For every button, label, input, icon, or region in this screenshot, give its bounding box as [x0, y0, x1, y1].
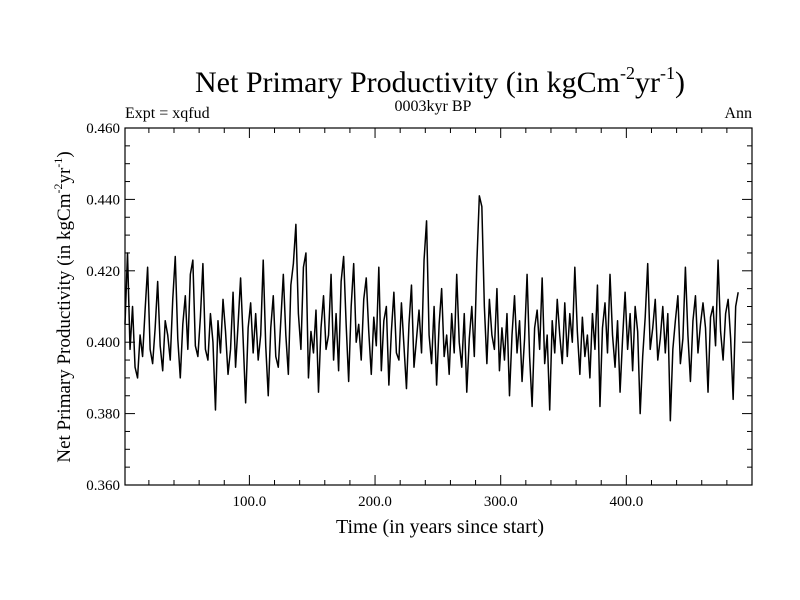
y-tick-label: 0.360	[86, 478, 120, 494]
subtitle-period: 0003kyr BP	[395, 98, 472, 115]
subtitle-experiment: Expt = xqfud	[125, 105, 210, 122]
axis-tick-labels: 0.360 0.380 0.400 0.420 0.440 0.460 100.0 200.0…	[86, 121, 643, 510]
y-tick-label: 0.440	[86, 192, 120, 208]
plot-frame	[124, 127, 753, 486]
y-tick-label: 0.420	[86, 264, 120, 280]
axis-ticks	[125, 127, 752, 486]
x-axis-label: Time (in years since start)	[336, 516, 544, 538]
x-tick-label: 300.0	[484, 494, 518, 510]
chart-title: Net Primary Productivity (in kgCm-2yr-1)	[195, 63, 685, 99]
y-axis-label: Net Primary Productivity (in kgCm-2yr-1)	[51, 151, 75, 462]
x-tick-label: 100.0	[233, 494, 267, 510]
x-tick-label: 200.0	[358, 494, 392, 510]
npp-series-line	[124, 195, 739, 422]
subtitle-season: Ann	[724, 105, 752, 122]
y-tick-label: 0.400	[86, 335, 120, 351]
y-tick-label: 0.460	[86, 121, 120, 137]
x-tick-label: 400.0	[609, 494, 643, 510]
y-tick-label: 0.380	[86, 407, 120, 423]
